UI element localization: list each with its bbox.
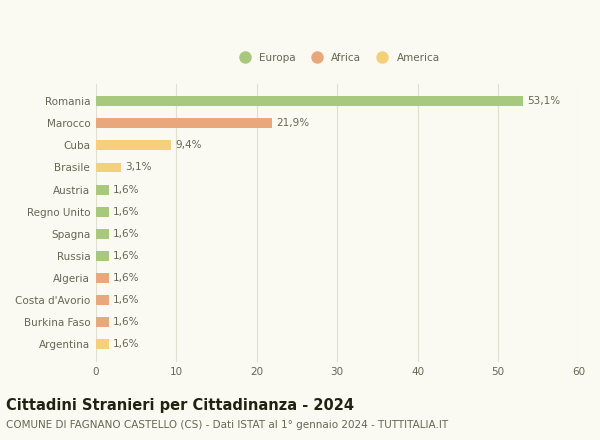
Text: 53,1%: 53,1%	[527, 96, 560, 106]
Bar	[96, 295, 109, 305]
Bar	[96, 207, 109, 216]
Text: 1,6%: 1,6%	[113, 273, 139, 283]
Text: 1,6%: 1,6%	[113, 207, 139, 216]
Text: 21,9%: 21,9%	[276, 118, 309, 128]
Bar	[96, 96, 523, 106]
Bar	[96, 118, 272, 128]
Text: 9,4%: 9,4%	[175, 140, 202, 150]
Bar	[96, 229, 109, 238]
Bar	[96, 339, 109, 349]
Bar	[96, 317, 109, 327]
Text: 1,6%: 1,6%	[113, 339, 139, 349]
Text: 3,1%: 3,1%	[125, 162, 151, 172]
Bar	[96, 162, 121, 172]
Text: COMUNE DI FAGNANO CASTELLO (CS) - Dati ISTAT al 1° gennaio 2024 - TUTTITALIA.IT: COMUNE DI FAGNANO CASTELLO (CS) - Dati I…	[6, 420, 448, 430]
Bar	[96, 140, 172, 150]
Text: 1,6%: 1,6%	[113, 251, 139, 261]
Text: 1,6%: 1,6%	[113, 229, 139, 239]
Bar	[96, 251, 109, 261]
Text: 1,6%: 1,6%	[113, 184, 139, 194]
Legend: Europa, Africa, America: Europa, Africa, America	[231, 50, 443, 66]
Bar	[96, 273, 109, 283]
Bar	[96, 185, 109, 194]
Text: Cittadini Stranieri per Cittadinanza - 2024: Cittadini Stranieri per Cittadinanza - 2…	[6, 398, 354, 413]
Text: 1,6%: 1,6%	[113, 317, 139, 327]
Text: 1,6%: 1,6%	[113, 295, 139, 305]
